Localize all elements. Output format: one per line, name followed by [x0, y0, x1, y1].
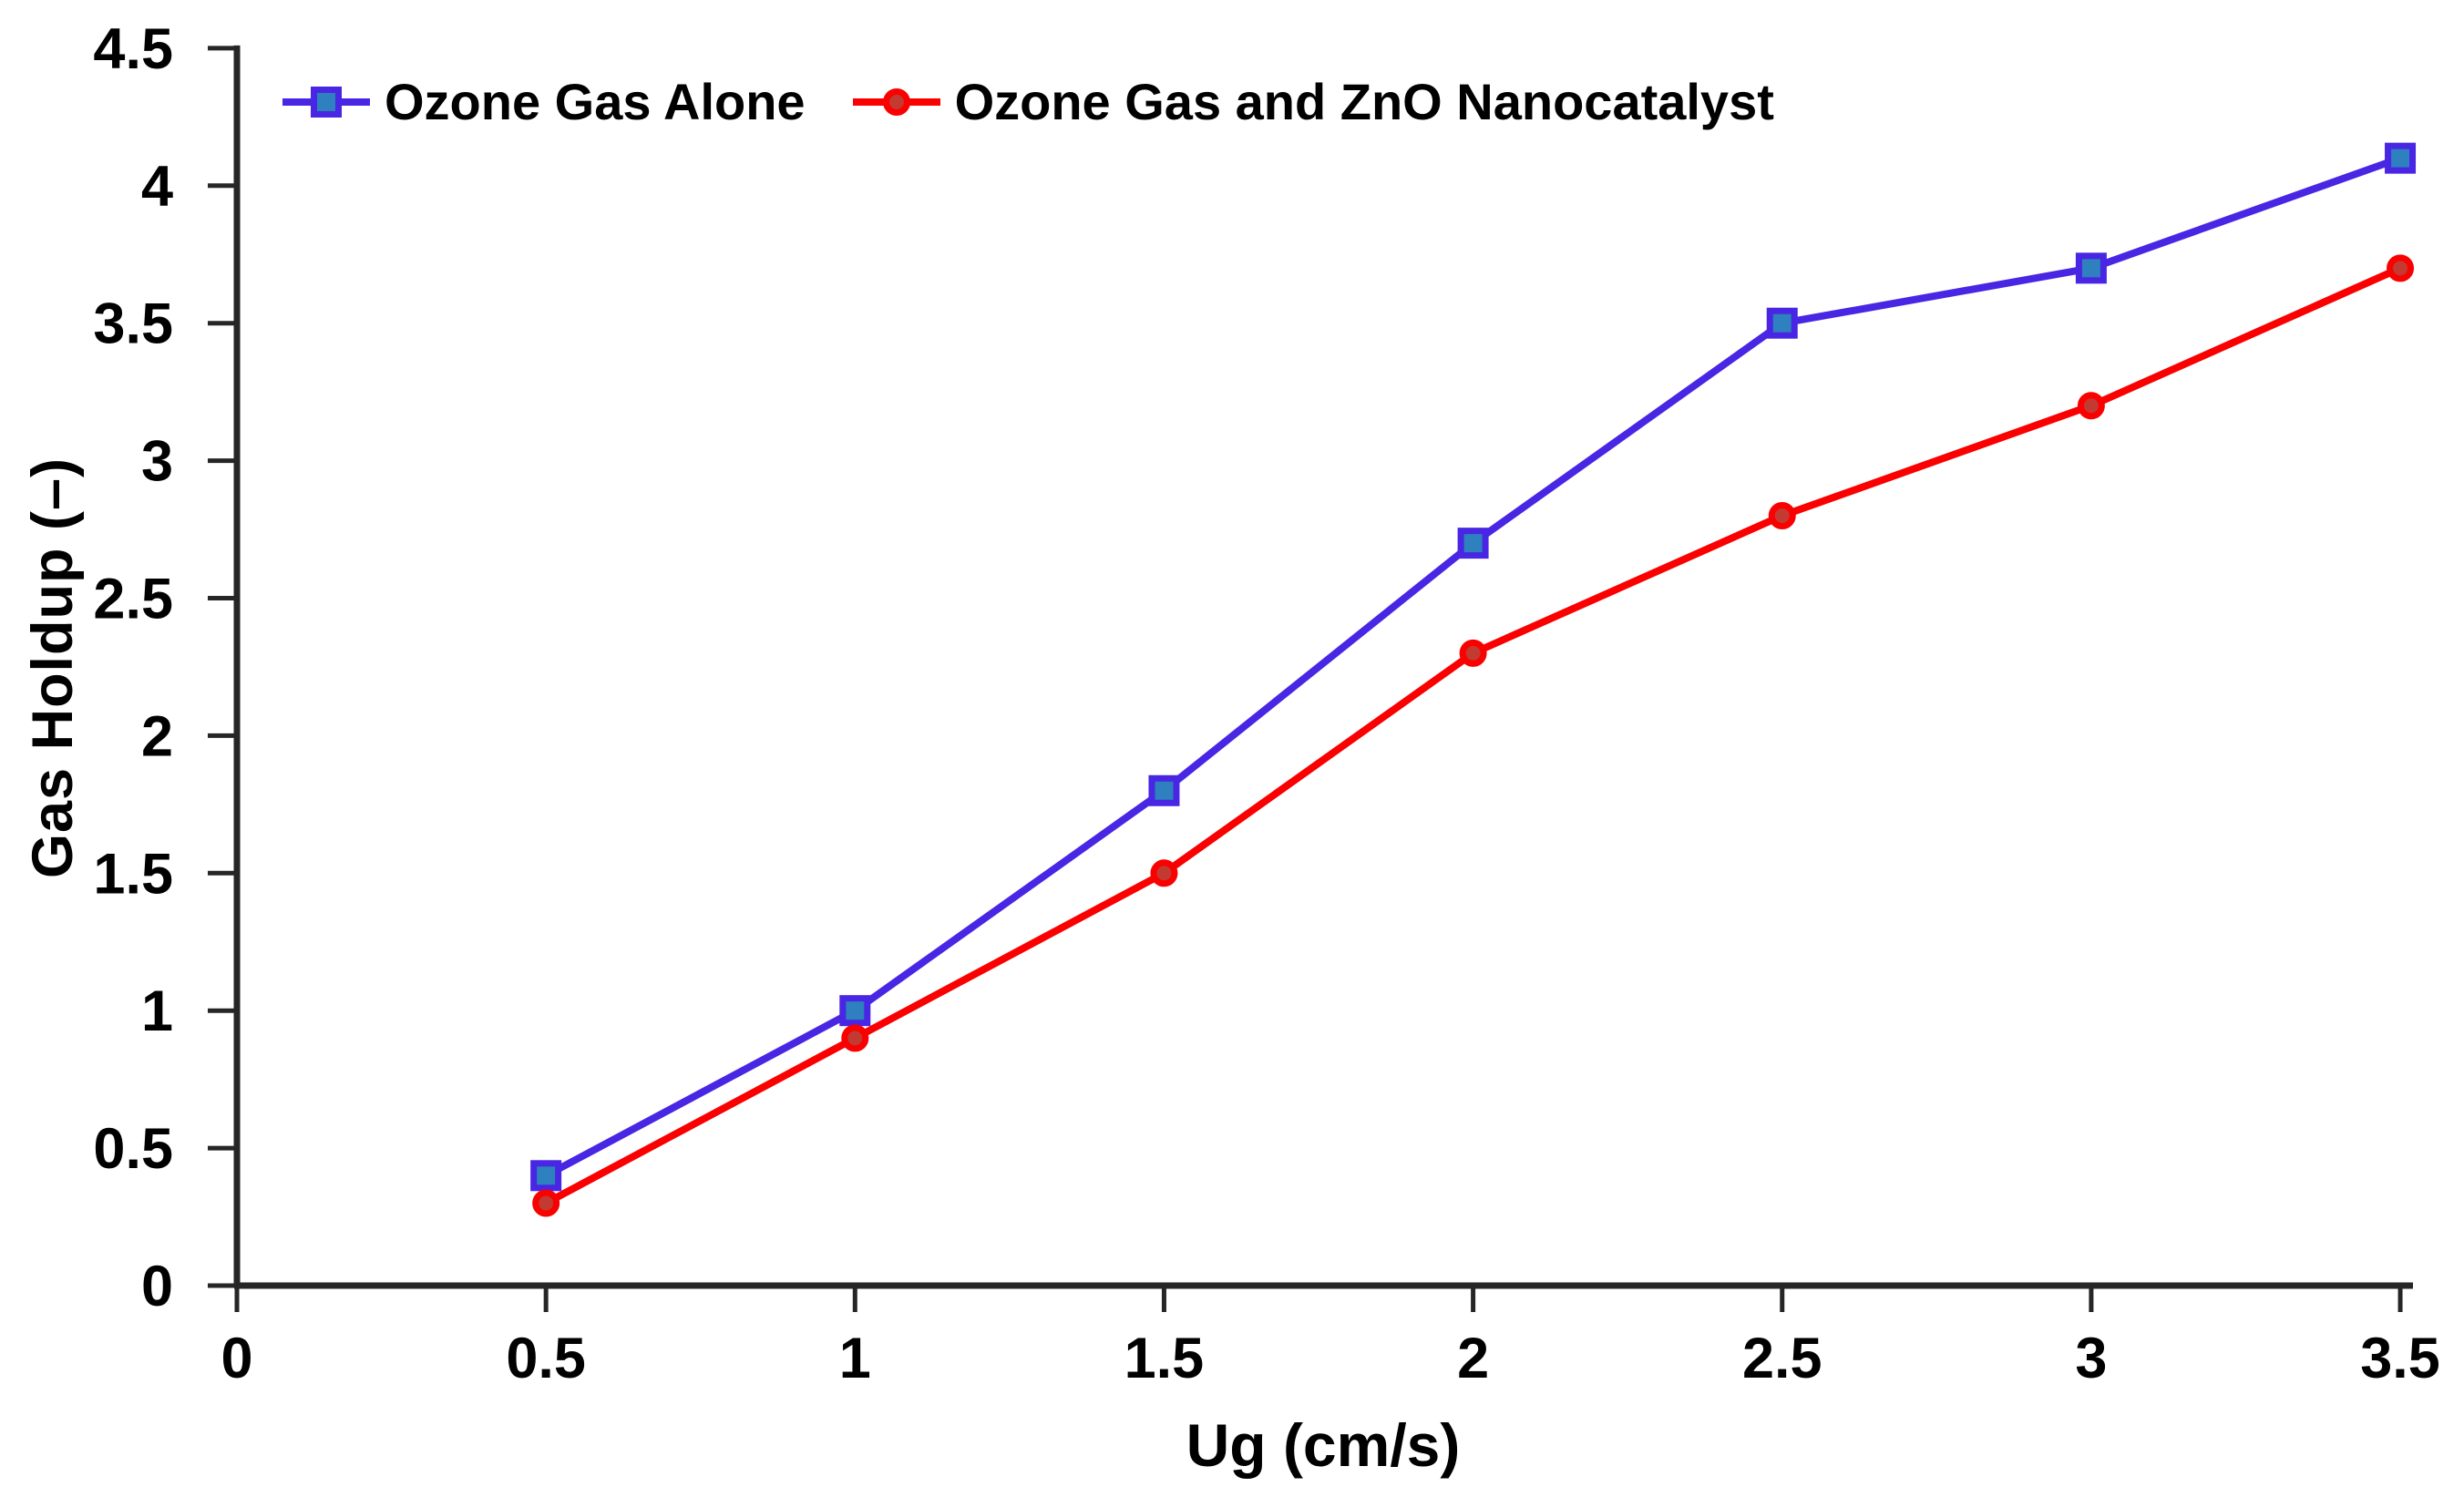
legend-label: Ozone Gas Alone: [385, 73, 806, 130]
y-tick-label-3: 3: [141, 430, 173, 494]
y-tick-label-4: 4: [141, 155, 173, 219]
marker-square-ozone-gas-alone-2: [1457, 528, 1489, 559]
marker-circle-ozone-gas-and-zno-nanocatalyst-2: [1459, 639, 1487, 667]
legend-item-ozone-gas-zno-nanocatalyst: Ozone Gas and ZnO Nanocatalyst: [852, 73, 1774, 130]
x-tick-label-0: 0: [221, 1327, 252, 1390]
legend-marker-circle-shape: [882, 88, 910, 116]
marker-circle-ozone-gas-and-zno-nanocatalyst-0.5: [532, 1189, 560, 1217]
marker-square-ozone-gas-alone-0.5: [530, 1160, 562, 1192]
y-tick-label-0: 0: [141, 1255, 173, 1318]
series-line-ozone-gas-and-zno-nanocatalyst: [544, 264, 2402, 1206]
marker-square-ozone-gas-alone-1.5: [1148, 774, 1180, 806]
y-tick-label-2: 2: [141, 704, 173, 768]
legend-marker-square-shape: [311, 87, 342, 118]
marker-circle-ozone-gas-and-zno-nanocatalyst-3: [2077, 392, 2105, 420]
marker-square-ozone-gas-alone-2.5: [1766, 307, 1798, 339]
x-tick-label-2.5: 2.5: [1742, 1327, 1822, 1390]
legend: Ozone Gas Alone Ozone Gas and ZnO Nanoca…: [282, 77, 1774, 128]
legend-item-ozone-gas-alone: Ozone Gas Alone: [282, 77, 806, 128]
x-tick-label-1: 1: [839, 1327, 871, 1390]
y-tick-label-4.5: 4.5: [93, 17, 173, 81]
x-tick-label-0.5: 0.5: [506, 1327, 586, 1390]
x-tick-label-3: 3: [2075, 1327, 2107, 1390]
marker-square-ozone-gas-alone-3: [2075, 252, 2107, 284]
y-tick-label-3.5: 3.5: [93, 292, 173, 356]
marker-square-ozone-gas-alone-1: [839, 995, 871, 1027]
y-tick-label-1: 1: [141, 979, 173, 1043]
marker-circle-ozone-gas-and-zno-nanocatalyst-3.5: [2387, 254, 2415, 282]
marker-square-ozone-gas-alone-3.5: [2385, 142, 2417, 174]
marker-circle-ozone-gas-and-zno-nanocatalyst-1.5: [1150, 859, 1178, 887]
legend-marker-square-icon: [282, 87, 370, 118]
y-axis-title: Gas Holdup (–): [21, 456, 85, 879]
y-tick-label-1.5: 1.5: [93, 842, 173, 906]
legend-label: Ozone Gas and ZnO Nanocatalyst: [954, 73, 1774, 130]
marker-circle-ozone-gas-and-zno-nanocatalyst-2.5: [1768, 501, 1796, 529]
x-tick-label-3.5: 3.5: [2360, 1327, 2440, 1390]
x-axis-title: Ug (cm/s): [1186, 1411, 1461, 1479]
marker-circle-ozone-gas-and-zno-nanocatalyst-1: [841, 1024, 869, 1052]
x-tick-label-1.5: 1.5: [1124, 1327, 1205, 1390]
y-tick-label-2.5: 2.5: [93, 568, 173, 631]
x-tick-label-2: 2: [1457, 1327, 1489, 1390]
series-line-ozone-gas-alone: [544, 154, 2402, 1179]
y-tick-label-0.5: 0.5: [93, 1117, 173, 1181]
legend-marker-circle-icon: [852, 88, 940, 116]
